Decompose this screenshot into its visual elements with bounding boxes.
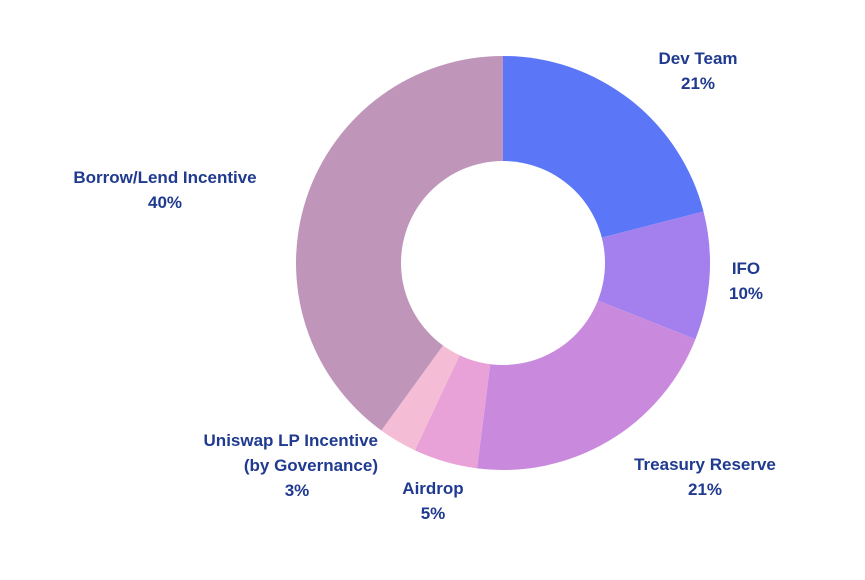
label-uniswap-lp-incentive: Uniswap LP Incentive (by Governance) 3% bbox=[203, 431, 378, 500]
slice-borrow-lend-incentive bbox=[295, 56, 503, 431]
label-borrow-lend-incentive: Borrow/Lend Incentive 40% bbox=[73, 168, 257, 212]
label-treasury-reserve: Treasury Reserve 21% bbox=[634, 455, 776, 499]
label-airdrop: Airdrop 5% bbox=[402, 479, 464, 523]
label-ifo: IFO 10% bbox=[728, 259, 764, 303]
donut-hole bbox=[401, 161, 605, 365]
label-dev-team: Dev Team 21% bbox=[658, 49, 738, 93]
slice-ifo bbox=[503, 211, 711, 340]
